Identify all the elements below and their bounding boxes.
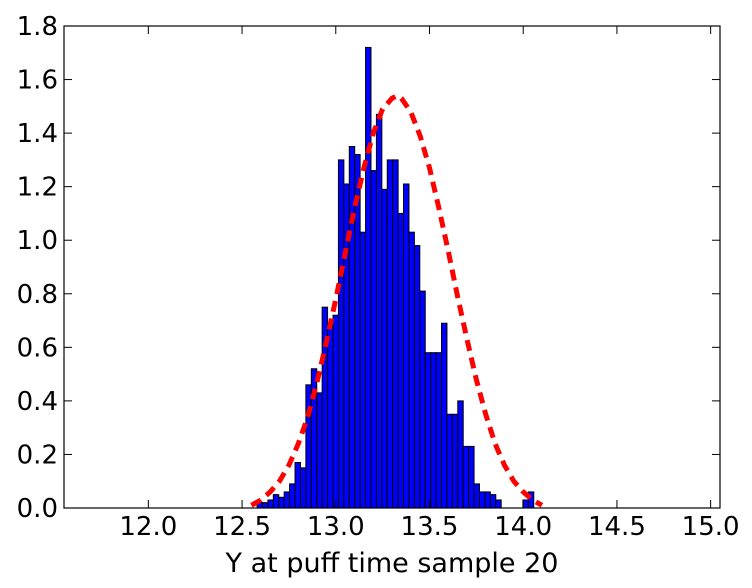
x-tick-label: 14.0 [494, 512, 552, 542]
histogram-bar [468, 445, 475, 509]
y-tick-label: 1.8 [17, 12, 58, 42]
histogram-bar [446, 413, 453, 509]
histogram-bar [430, 352, 437, 509]
histogram-bar [354, 154, 361, 509]
histogram-bar [289, 483, 296, 509]
histogram-bar [267, 499, 274, 509]
histogram-bar [261, 502, 269, 509]
histogram-bar [283, 491, 291, 509]
histogram-bar [294, 461, 301, 509]
histogram-bar [495, 499, 502, 509]
histogram-bar [316, 392, 323, 509]
y-tick-label: 1.6 [17, 66, 58, 96]
histogram-bar [489, 494, 497, 509]
x-tick-label: 13.0 [307, 512, 365, 542]
y-tick-label: 1.4 [17, 119, 58, 149]
histogram-bar [397, 212, 405, 509]
histogram-bar [365, 46, 372, 509]
histogram-bar [381, 188, 388, 509]
y-tick-label: 0.0 [17, 494, 58, 524]
plot-frame [63, 25, 721, 509]
y-tick-label: 1.0 [17, 226, 58, 256]
y-tick-label: 0.8 [17, 280, 58, 310]
histogram-bar [337, 159, 345, 509]
histogram-bar [305, 384, 312, 509]
y-axis: 0.0 0.2 0.4 0.6 0.8 1.0 1.2 1.4 1.6 1.8 [17, 12, 720, 524]
histogram-bar [278, 496, 285, 509]
histogram-bar [451, 413, 459, 509]
y-tick-label: 0.6 [17, 333, 58, 363]
histogram-bar [522, 499, 529, 509]
x-tick-label: 15.0 [682, 512, 740, 542]
y-tick-label: 0.2 [17, 440, 58, 470]
x-axis-title: Y at puff time sample 20 [225, 548, 559, 579]
histogram-bar [392, 159, 399, 509]
y-tick-label: 1.2 [17, 173, 58, 203]
histogram-bar [299, 467, 307, 509]
x-axis: 12.0 12.5 13.0 13.5 14.0 14.5 15.0 [119, 26, 740, 542]
fit-curve [250, 92, 544, 508]
x-tick-label: 12.0 [119, 512, 177, 542]
histogram-bar [403, 183, 410, 509]
histogram-bar [478, 491, 486, 509]
histogram-bar [419, 290, 426, 509]
histogram-bar [413, 245, 421, 509]
x-tick-label: 12.5 [213, 512, 271, 542]
histogram-bar [484, 491, 491, 509]
fit-curve-layer [250, 92, 544, 508]
histogram-bar [375, 113, 383, 509]
histogram-bar [424, 352, 432, 509]
histogram-bar [435, 352, 443, 509]
histogram-bar [332, 314, 339, 509]
histogram-bar [473, 483, 480, 509]
histogram-bar [441, 322, 448, 509]
histogram-bar [462, 445, 470, 509]
histogram-bar [272, 494, 280, 509]
histogram-bar [359, 231, 367, 509]
histogram-bar [408, 231, 415, 509]
x-tick-label: 13.5 [401, 512, 459, 542]
histogram-bar [457, 400, 464, 509]
histogram-bar [386, 159, 394, 509]
histogram-bar [327, 322, 334, 509]
x-tick-label: 14.5 [588, 512, 646, 542]
histogram-bars [256, 46, 535, 509]
y-tick-label: 0.4 [17, 387, 58, 417]
histogram-bar [370, 170, 377, 509]
